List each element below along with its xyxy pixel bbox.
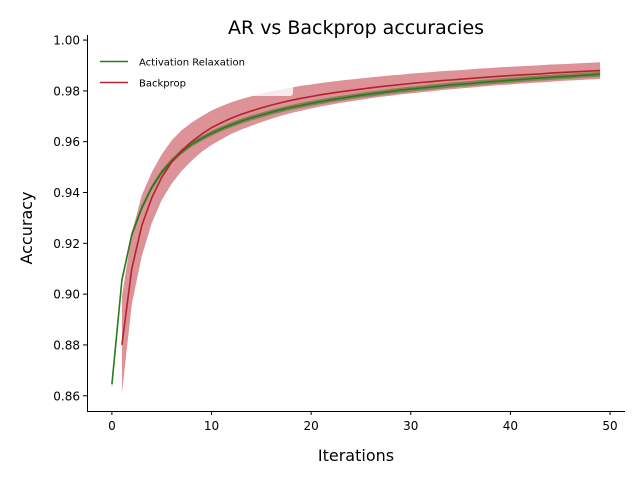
x-tick-label: 0 <box>108 419 116 433</box>
y-tick-label: 0.94 <box>53 186 80 200</box>
y-axis-ticks: 0.86 0.88 0.90 0.92 0.94 0.96 0.98 1.00 <box>53 34 87 403</box>
series-line-backprop <box>121 69 601 346</box>
x-tick-label: 50 <box>602 419 617 433</box>
x-tick-label: 30 <box>403 419 418 433</box>
y-tick-label: 0.98 <box>53 84 80 98</box>
x-axis-ticks: 0 10 20 30 40 50 <box>108 411 618 433</box>
legend-label-activation-relaxation: Activation Relaxation <box>139 58 245 69</box>
y-axis-label: Accuracy <box>17 191 36 264</box>
x-tick-label: 20 <box>304 419 319 433</box>
legend-box <box>93 46 293 96</box>
x-axis-label: Iterations <box>318 446 394 465</box>
chart-title: AR vs Backprop accuracies <box>228 17 484 39</box>
y-tick-label: 0.90 <box>53 288 80 302</box>
y-tick-label: 0.96 <box>53 135 80 149</box>
legend: Activation Relaxation Backprop <box>93 46 293 96</box>
legend-label-backprop: Backprop <box>139 79 186 90</box>
y-tick-label: 0.88 <box>53 338 80 352</box>
y-tick-label: 0.92 <box>53 237 80 251</box>
y-tick-label: 1.00 <box>53 34 80 48</box>
series-line-activation-relaxation <box>111 73 601 385</box>
x-tick-label: 40 <box>503 419 518 433</box>
series-lines <box>111 69 601 385</box>
y-tick-label: 0.86 <box>53 389 80 403</box>
x-tick-label: 10 <box>204 419 219 433</box>
